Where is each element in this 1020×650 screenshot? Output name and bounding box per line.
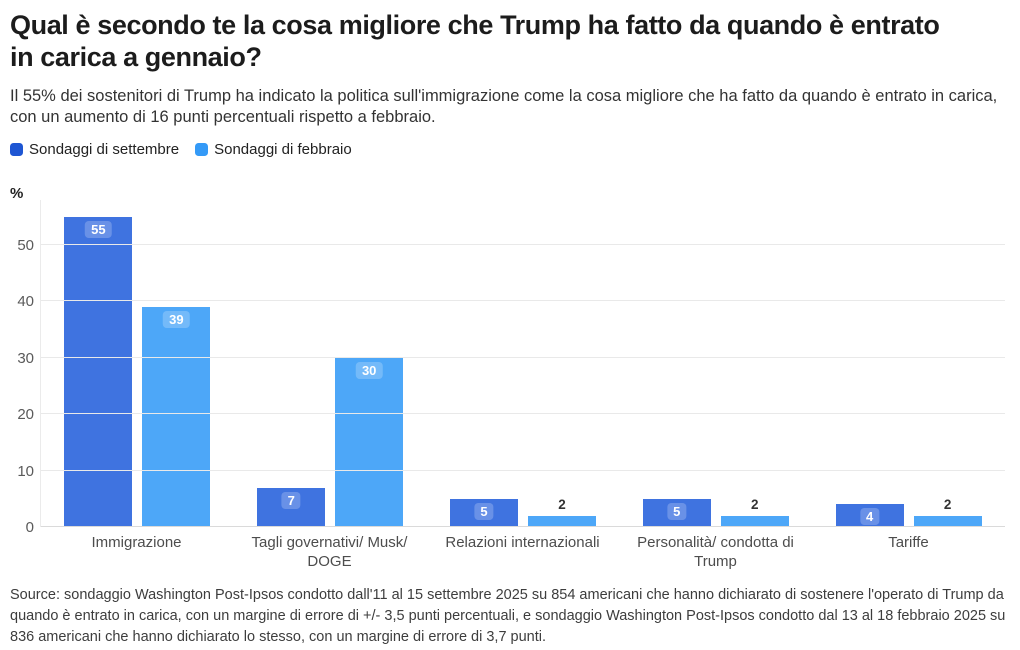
category-label: Tagli governativi/ Musk/ DOGE <box>251 534 408 570</box>
legend-label: Sondaggi di settembre <box>29 141 180 158</box>
legend-swatch-febbraio <box>195 143 209 156</box>
legend: Sondaggi di settembre Sondaggi di febbra… <box>10 141 352 158</box>
bar-febbraio: 2 <box>913 497 982 527</box>
category-label: Relazioni internazionali <box>445 534 600 551</box>
gridline <box>41 469 1005 471</box>
category-cell: Tagli governativi/ Musk/ DOGE <box>233 534 426 572</box>
bar-group: 7 30 <box>234 200 427 527</box>
gridline <box>41 244 1005 245</box>
y-tick-label: 40 <box>17 293 34 311</box>
chart-subtitle: Il 55% dei sostenitori di Trump ha indic… <box>10 87 998 127</box>
legend-label: Sondaggi di febbraio <box>214 141 352 158</box>
legend-item-febbraio: Sondaggi di febbraio <box>195 141 352 158</box>
bar-value-label: 2 <box>751 496 759 512</box>
y-tick-label: 30 <box>17 349 34 367</box>
bar-settembre: 55 <box>64 216 133 527</box>
bars-row: 55 39 7 30 5 2 5 2 4 2 <box>41 200 1005 527</box>
chart-title: Qual è secondo te la cosa migliore che T… <box>10 10 940 72</box>
gridline <box>41 356 1005 358</box>
bar-value-label: 7 <box>281 491 301 509</box>
bar-settembre: 7 <box>257 487 326 527</box>
bar-value-label: 2 <box>943 496 952 512</box>
bar-febbraio: 39 <box>142 307 211 527</box>
bar-settembre: 5 <box>642 498 711 527</box>
bar-settembre: 5 <box>449 498 518 527</box>
bar-value-label: 4 <box>859 508 880 526</box>
x-axis-category-labels: Immigrazione Tagli governativi/ Musk/ DOG… <box>40 534 1005 572</box>
bar-value-label: 39 <box>163 311 190 329</box>
y-axis-unit-label: % <box>10 185 24 202</box>
bar-value-label: 55 <box>85 220 112 238</box>
y-tick-label: 0 <box>25 519 34 536</box>
plot-area: 55 39 7 30 5 2 5 2 4 2 0 10 20 30 40 50 <box>17 200 1005 536</box>
bar-value-label: 2 <box>558 496 566 512</box>
gridline <box>41 300 1005 302</box>
bar-settembre: 4 <box>835 504 904 527</box>
category-cell: Tariffe <box>812 534 1005 572</box>
category-cell: Immigrazione <box>40 534 233 572</box>
y-tick-label: 50 <box>17 237 34 254</box>
legend-item-settembre: Sondaggi di settembre <box>10 141 179 158</box>
source-note: Source: sondaggio Washington Post-Ipsos … <box>10 587 1006 646</box>
bar-value-label: 30 <box>355 361 383 379</box>
y-tick-label: 10 <box>17 462 34 480</box>
y-tick-label: 20 <box>17 406 34 424</box>
category-cell: Personalità/ condotta di Trump <box>619 534 812 572</box>
legend-swatch-settembre <box>10 143 23 156</box>
bar-febbraio: 2 <box>527 497 596 527</box>
gridline <box>41 413 1005 415</box>
category-label: Personalità/ condotta di Trump <box>637 534 794 570</box>
x-axis-baseline <box>41 526 1005 527</box>
category-label: Tariffe <box>888 534 929 551</box>
bar-febbraio: 2 <box>720 497 789 527</box>
bar-value-label: 5 <box>474 502 494 520</box>
category-cell: Relazioni internazionali <box>426 534 619 572</box>
bar-group: 55 39 <box>41 200 234 527</box>
bar-value-label: 5 <box>667 502 687 520</box>
bar-febbraio: 30 <box>335 357 404 527</box>
category-label: Immigrazione <box>91 534 182 551</box>
